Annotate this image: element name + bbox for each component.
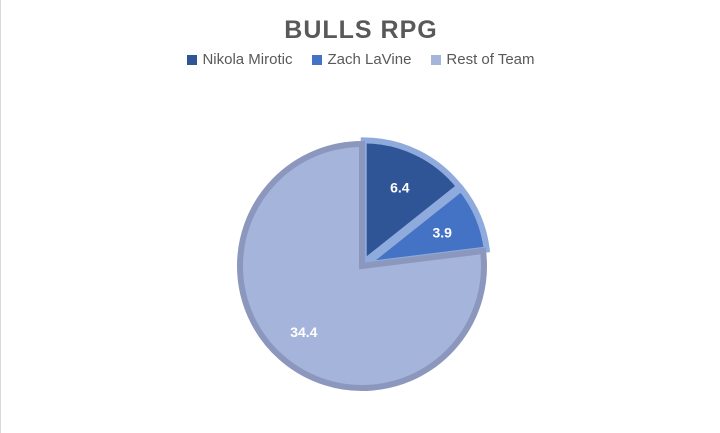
legend: Nikola Mirotic Zach LaVine Rest of Team: [1, 51, 720, 68]
data-label-nikola-mirotic: 6.4: [390, 180, 410, 196]
chart-title: BULLS RPG: [284, 16, 438, 44]
legend-item-zach-lavine[interactable]: Zach LaVine: [312, 51, 411, 68]
legend-item-rest-of-team[interactable]: Rest of Team: [431, 51, 535, 68]
legend-label-zach-lavine: Zach LaVine: [327, 51, 412, 68]
data-label-zach-lavine: 3.9: [432, 224, 452, 240]
legend-label-nikola-mirotic: Nikola Mirotic: [202, 51, 293, 68]
pie-slice-zach-lavine[interactable]: [355, 184, 491, 269]
legend-label-rest-of-team: Rest of Team: [446, 51, 535, 68]
legend-swatch-rest-of-team: [431, 54, 442, 65]
pie-slice-nikola-mirotic[interactable]: [360, 137, 464, 269]
legend-swatch-nikola-mirotic: [187, 54, 198, 65]
legend-swatch-zach-lavine: [312, 54, 323, 65]
data-label-rest-of-team: 34.4: [290, 324, 317, 340]
pie-slice-rest-of-team[interactable]: [237, 140, 487, 391]
legend-item-nikola-mirotic[interactable]: Nikola Mirotic: [187, 51, 292, 68]
